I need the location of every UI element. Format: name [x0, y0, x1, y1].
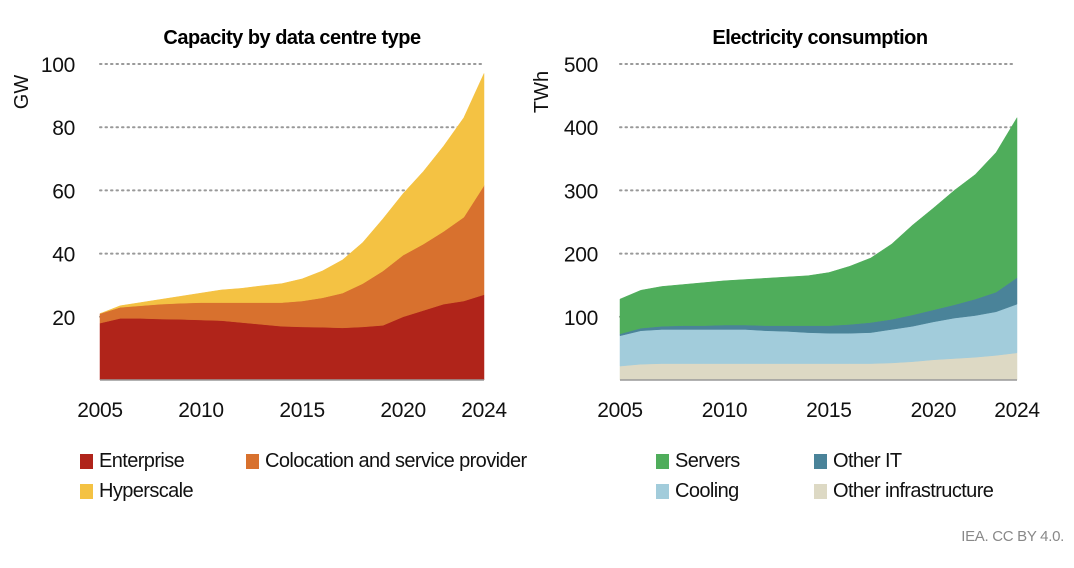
- x-tick-label: 2024: [994, 399, 1040, 422]
- legend-label: Hyperscale: [99, 480, 194, 502]
- y-tick-label: 20: [52, 307, 75, 330]
- legend-swatch: [656, 484, 669, 499]
- legend-swatch: [246, 454, 259, 469]
- legend-swatch: [80, 454, 93, 469]
- x-tick-label: 2020: [380, 399, 426, 422]
- legend-swatch: [814, 484, 827, 499]
- y-axis-label: TWh: [531, 71, 553, 113]
- legend-label: Colocation and service provider: [265, 450, 527, 472]
- charts-canvas: Capacity by data centre type GW 20 40 60 80 10…: [11, 27, 1041, 422]
- y-tick-label: 100: [564, 307, 598, 330]
- x-tick-label: 2010: [702, 399, 748, 422]
- legend-label: Other infrastructure: [833, 480, 994, 502]
- source-credit: IEA. CC BY 4.0.: [961, 528, 1064, 545]
- legend-hyperscale: Hyperscale: [80, 480, 194, 503]
- legend-label: Other IT: [833, 450, 902, 472]
- legend-label: Enterprise: [99, 450, 185, 472]
- x-tick-label: 2015: [806, 399, 852, 422]
- legend-swatch: [814, 454, 827, 469]
- legend-label: Cooling: [675, 480, 739, 502]
- legend-colocation: Colocation and service provider: [246, 450, 527, 473]
- x-tick-label: 2005: [597, 399, 643, 422]
- area-hyperscale: [99, 73, 485, 314]
- legend-label: Servers: [675, 450, 740, 472]
- legend-swatch: [80, 484, 93, 499]
- x-tick-label: 2024: [461, 399, 507, 422]
- legend-cooling: Cooling: [656, 480, 739, 503]
- area-servers: [619, 116, 1018, 335]
- y-axis-label: GW: [11, 75, 33, 110]
- legend-swatch: [656, 454, 669, 469]
- chart-title: Electricity consumption: [712, 27, 927, 49]
- y-tick-label: 100: [41, 54, 75, 77]
- legend-other-it: Other IT: [814, 450, 902, 473]
- x-tick-label: 2015: [279, 399, 325, 422]
- legend-servers: Servers: [656, 450, 740, 473]
- y-tick-label: 300: [564, 180, 598, 203]
- y-tick-label: 80: [52, 117, 75, 140]
- x-tick-label: 2020: [911, 399, 957, 422]
- y-tick-label: 500: [564, 54, 598, 77]
- x-tick-label: 2005: [77, 399, 123, 422]
- y-tick-label: 200: [564, 244, 598, 267]
- y-tick-label: 400: [564, 117, 598, 140]
- x-tick-label: 2010: [178, 399, 224, 422]
- legend-other-infrastructure: Other infrastructure: [814, 480, 994, 503]
- legend-enterprise: Enterprise: [80, 450, 185, 473]
- y-tick-label: 60: [52, 180, 75, 203]
- chart-title: Capacity by data centre type: [163, 27, 421, 49]
- y-tick-label: 40: [52, 244, 75, 267]
